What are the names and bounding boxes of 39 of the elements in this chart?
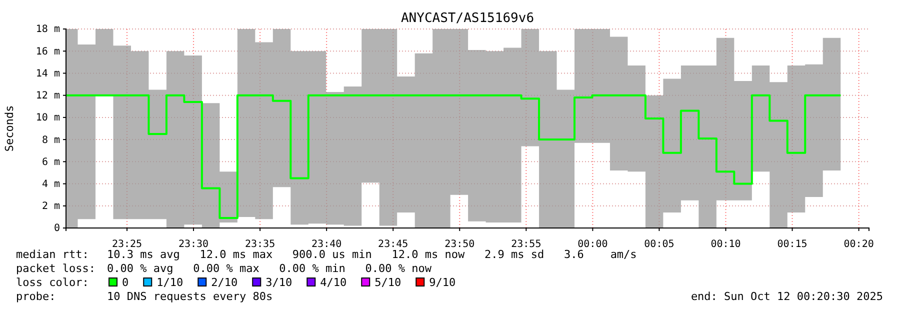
x-tick-label: 23:25 [112, 239, 142, 250]
text: end: Sun Oct 12 00:20:30 2025 [690, 290, 883, 303]
y-tick-label: 6 m [42, 156, 60, 168]
x-tick-label: 23:50 [444, 239, 475, 250]
text: 9/10 [429, 276, 456, 289]
text: 4/10 [320, 276, 347, 289]
y-tick-label: 14 m [36, 68, 60, 80]
text: 5/10 [374, 276, 402, 289]
y-tick-label: 2 m [42, 201, 60, 212]
x-tick-label: 00:20 [844, 239, 874, 250]
y-tick-label: 10 m [36, 112, 60, 124]
x-tick-label: 23:40 [312, 239, 342, 250]
y-tick-label: 4 m [42, 178, 60, 190]
x-tick-label: 00:15 [777, 239, 808, 250]
text: 2/10 [211, 276, 238, 289]
x-tick-label: 00:00 [578, 239, 608, 250]
x-tick-label: 23:35 [244, 239, 276, 250]
text: probe: [16, 290, 56, 303]
chart-title: ANYCAST/AS15169v6 [400, 11, 534, 26]
text: 0.00 % avg 0.00 % max 0.00 % min 0.00 % now [107, 262, 432, 275]
x-tick-label: 00:10 [710, 239, 741, 250]
x-tick-label: 23:45 [378, 239, 408, 250]
text: 0 [122, 276, 129, 289]
text: median rtt: [16, 248, 89, 261]
text: 10.3 ms avg 12.0 ms max 900.0 us min 12.0 ms now 2.9 ms sd 3.6 am/s [107, 248, 637, 261]
y-tick-label: 16 m [36, 46, 60, 58]
x-tick-label: 23:30 [178, 239, 209, 250]
text: 10 DNS requests every 80s [107, 290, 273, 303]
text: loss color: [16, 276, 89, 289]
y-tick-label: 8 m [42, 134, 60, 146]
y-tick-label: 0 [54, 223, 60, 234]
text: 3/10 [266, 276, 292, 289]
y-axis-title: Seconds [3, 105, 16, 152]
y-tick-label: 18 m [36, 24, 60, 36]
x-tick-label: 00:05 [644, 239, 674, 250]
text: 1/10 [156, 276, 184, 289]
y-tick-label: 12 m [36, 90, 60, 102]
x-tick-label: 23:55 [511, 239, 542, 250]
text: packet loss: [16, 262, 96, 275]
